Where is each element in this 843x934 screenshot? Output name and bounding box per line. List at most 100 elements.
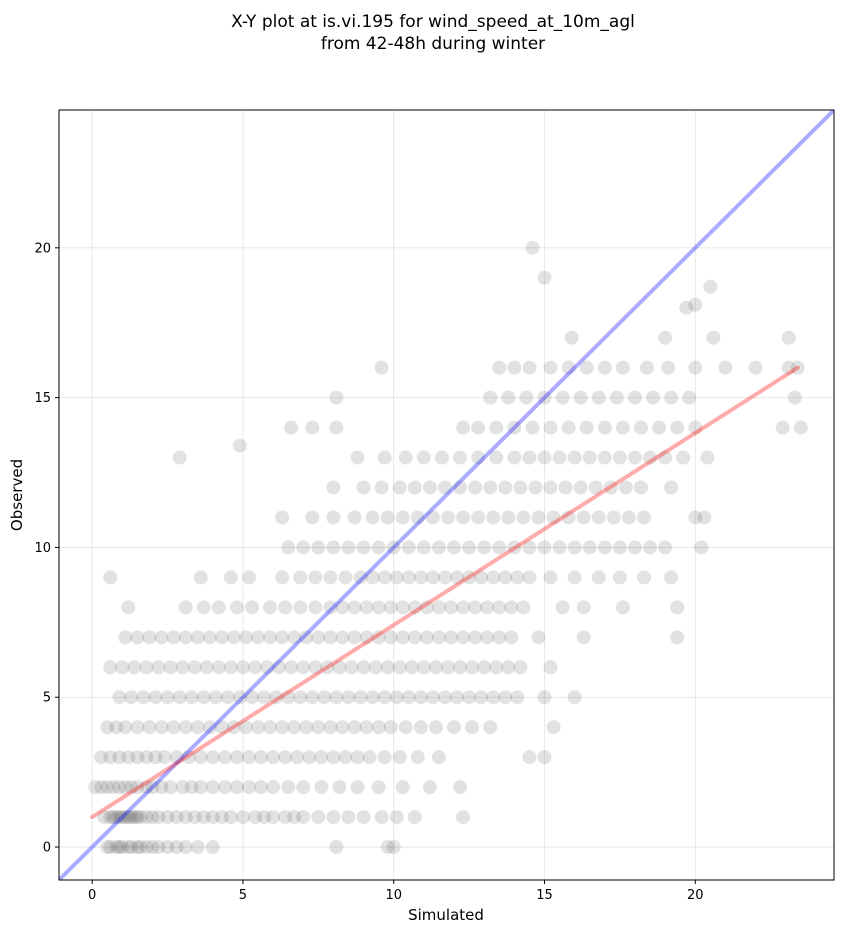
data-point: [552, 540, 567, 555]
data-point: [115, 810, 130, 825]
data-point: [555, 600, 570, 615]
data-point: [688, 360, 703, 375]
data-point: [519, 390, 534, 405]
data-point: [386, 840, 401, 855]
data-point: [350, 450, 365, 465]
data-point: [217, 780, 232, 795]
data-point: [664, 570, 679, 585]
data-point: [380, 660, 395, 675]
data-point: [483, 720, 498, 735]
data-point: [498, 480, 513, 495]
data-point: [627, 390, 642, 405]
data-point: [359, 600, 374, 615]
data-point: [510, 570, 525, 585]
data-point: [537, 390, 552, 405]
data-point: [682, 390, 697, 405]
data-point: [347, 600, 362, 615]
data-point: [112, 840, 127, 855]
data-point: [462, 540, 477, 555]
data-point: [365, 510, 380, 525]
data-point: [211, 660, 226, 675]
data-point: [112, 780, 127, 795]
data-point: [591, 570, 606, 585]
data-point: [652, 420, 667, 435]
data-point: [416, 540, 431, 555]
data-point: [567, 570, 582, 585]
data-point: [154, 720, 169, 735]
data-point: [130, 750, 145, 765]
data-point: [196, 810, 211, 825]
data-point: [332, 780, 347, 795]
data-point: [431, 540, 446, 555]
data-point: [615, 600, 630, 615]
data-point: [676, 450, 691, 465]
data-point: [338, 750, 353, 765]
data-point: [287, 720, 302, 735]
data-point: [483, 390, 498, 405]
data-point: [205, 750, 220, 765]
data-point: [504, 630, 519, 645]
data-point: [296, 540, 311, 555]
data-point: [380, 510, 395, 525]
data-point: [525, 420, 540, 435]
data-point: [109, 840, 124, 855]
data-point: [516, 510, 531, 525]
data-point: [235, 810, 250, 825]
data-point: [428, 660, 443, 675]
data-point: [597, 540, 612, 555]
data-point: [202, 720, 217, 735]
data-point: [166, 630, 181, 645]
data-point: [748, 360, 763, 375]
data-point: [178, 840, 193, 855]
data-point: [688, 510, 703, 525]
data-point: [658, 330, 673, 345]
data-point: [383, 600, 398, 615]
data-point: [413, 570, 428, 585]
data-point: [275, 630, 290, 645]
data-point: [688, 420, 703, 435]
data-point: [407, 480, 422, 495]
data-point: [362, 750, 377, 765]
data-point: [151, 660, 166, 675]
data-point: [477, 540, 492, 555]
data-point: [121, 750, 136, 765]
data-point: [184, 780, 199, 795]
data-point: [130, 630, 145, 645]
data-point: [323, 630, 338, 645]
data-point: [163, 780, 178, 795]
data-point: [486, 570, 501, 585]
data-point: [272, 660, 287, 675]
data-point: [121, 600, 136, 615]
data-point: [561, 510, 576, 525]
data-point: [489, 420, 504, 435]
data-point: [507, 450, 522, 465]
data-point: [456, 810, 471, 825]
data-point: [157, 750, 172, 765]
data-point: [94, 750, 109, 765]
data-point: [130, 720, 145, 735]
data-point: [136, 690, 151, 705]
data-point: [205, 780, 220, 795]
data-point: [437, 480, 452, 495]
data-point: [441, 660, 456, 675]
data-point: [238, 720, 253, 735]
data-point: [537, 540, 552, 555]
data-point: [275, 570, 290, 585]
data-point: [395, 510, 410, 525]
data-point: [627, 540, 642, 555]
axis-ticks: 0 5 10 15 20 0 5 10 15 20: [34, 241, 703, 903]
data-point: [293, 600, 308, 615]
data-point: [257, 690, 272, 705]
data-point: [326, 810, 341, 825]
data-point: [492, 600, 507, 615]
data-point: [395, 780, 410, 795]
chart-title: X-Y plot at is.vi.195 for wind_speed_at_…: [231, 12, 635, 54]
data-point: [223, 570, 238, 585]
data-point: [597, 420, 612, 435]
data-point: [278, 810, 293, 825]
data-point: [444, 630, 459, 645]
data-point: [296, 660, 311, 675]
data-point: [266, 780, 281, 795]
data-point: [522, 360, 537, 375]
data-point: [317, 690, 332, 705]
